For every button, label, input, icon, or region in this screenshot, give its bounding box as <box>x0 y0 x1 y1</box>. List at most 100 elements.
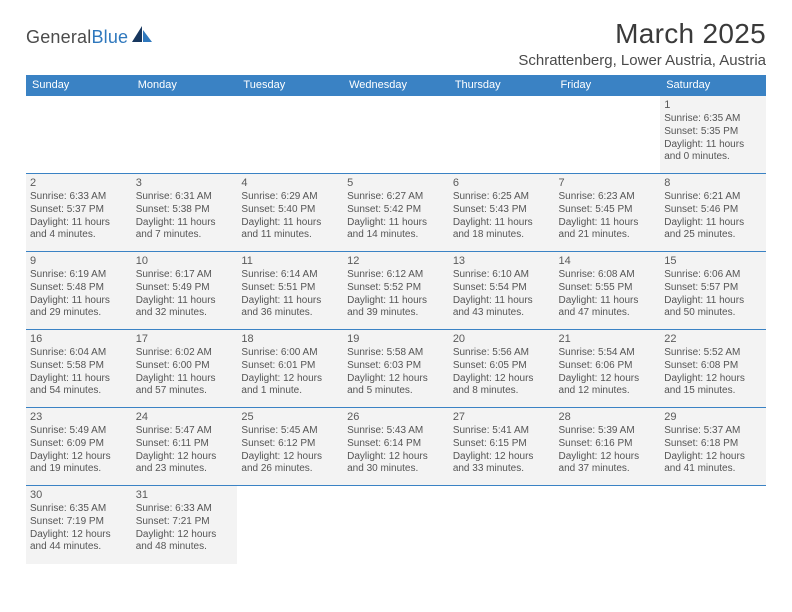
weekday-wednesday: Wednesday <box>343 75 449 96</box>
calendar-cell <box>449 96 555 174</box>
month-title: March 2025 <box>518 18 766 50</box>
day-number: 24 <box>136 410 234 424</box>
sunset-line: Sunset: 5:40 PM <box>241 204 339 217</box>
sunrise-line: Sunrise: 6:35 AM <box>664 113 762 126</box>
daylight-line: and 33 minutes. <box>453 463 551 476</box>
sunset-line: Sunset: 5:52 PM <box>347 282 445 295</box>
daylight-line: and 39 minutes. <box>347 307 445 320</box>
sunrise-line: Sunrise: 5:54 AM <box>559 347 657 360</box>
daylight-line: and 0 minutes. <box>664 151 762 164</box>
daylight-line: and 23 minutes. <box>136 463 234 476</box>
daylight-line: Daylight: 12 hours <box>347 373 445 386</box>
daylight-line: Daylight: 12 hours <box>664 373 762 386</box>
calendar-cell: 28Sunrise: 5:39 AMSunset: 6:16 PMDayligh… <box>555 408 661 486</box>
calendar-cell: 9Sunrise: 6:19 AMSunset: 5:48 PMDaylight… <box>26 252 132 330</box>
daylight-line: and 21 minutes. <box>559 229 657 242</box>
sunset-line: Sunset: 5:58 PM <box>30 360 128 373</box>
sunset-line: Sunset: 5:51 PM <box>241 282 339 295</box>
daylight-line: and 5 minutes. <box>347 385 445 398</box>
calendar-cell: 25Sunrise: 5:45 AMSunset: 6:12 PMDayligh… <box>237 408 343 486</box>
sunrise-line: Sunrise: 6:00 AM <box>241 347 339 360</box>
day-number: 4 <box>241 176 339 190</box>
day-number: 31 <box>136 488 234 502</box>
daylight-line: and 26 minutes. <box>241 463 339 476</box>
calendar-cell: 21Sunrise: 5:54 AMSunset: 6:06 PMDayligh… <box>555 330 661 408</box>
sunset-line: Sunset: 6:05 PM <box>453 360 551 373</box>
calendar-row: 30Sunrise: 6:35 AMSunset: 7:19 PMDayligh… <box>26 486 766 564</box>
calendar-row: 1Sunrise: 6:35 AMSunset: 5:35 PMDaylight… <box>26 96 766 174</box>
calendar-cell <box>132 96 238 174</box>
sunset-line: Sunset: 5:54 PM <box>453 282 551 295</box>
day-number: 2 <box>30 176 128 190</box>
day-number: 17 <box>136 332 234 346</box>
sunrise-line: Sunrise: 5:43 AM <box>347 425 445 438</box>
daylight-line: and 30 minutes. <box>347 463 445 476</box>
sunrise-line: Sunrise: 6:06 AM <box>664 269 762 282</box>
calendar-cell: 16Sunrise: 6:04 AMSunset: 5:58 PMDayligh… <box>26 330 132 408</box>
day-number: 12 <box>347 254 445 268</box>
daylight-line: Daylight: 12 hours <box>30 529 128 542</box>
calendar-cell: 8Sunrise: 6:21 AMSunset: 5:46 PMDaylight… <box>660 174 766 252</box>
daylight-line: Daylight: 12 hours <box>136 529 234 542</box>
calendar-cell: 1Sunrise: 6:35 AMSunset: 5:35 PMDaylight… <box>660 96 766 174</box>
daylight-line: Daylight: 11 hours <box>347 217 445 230</box>
header: GeneralBlue March 2025 Schrattenberg, Lo… <box>26 18 766 69</box>
calendar-cell: 3Sunrise: 6:31 AMSunset: 5:38 PMDaylight… <box>132 174 238 252</box>
sunset-line: Sunset: 5:45 PM <box>559 204 657 217</box>
calendar-cell: 24Sunrise: 5:47 AMSunset: 6:11 PMDayligh… <box>132 408 238 486</box>
sunset-line: Sunset: 5:43 PM <box>453 204 551 217</box>
calendar-cell <box>555 96 661 174</box>
daylight-line: Daylight: 11 hours <box>241 217 339 230</box>
sunset-line: Sunset: 6:14 PM <box>347 438 445 451</box>
daylight-line: and 25 minutes. <box>664 229 762 242</box>
day-number: 28 <box>559 410 657 424</box>
daylight-line: and 18 minutes. <box>453 229 551 242</box>
day-number: 8 <box>664 176 762 190</box>
daylight-line: and 44 minutes. <box>30 541 128 554</box>
day-number: 18 <box>241 332 339 346</box>
sunset-line: Sunset: 6:01 PM <box>241 360 339 373</box>
calendar-cell: 17Sunrise: 6:02 AMSunset: 6:00 PMDayligh… <box>132 330 238 408</box>
sunrise-line: Sunrise: 6:33 AM <box>30 191 128 204</box>
daylight-line: Daylight: 11 hours <box>664 295 762 308</box>
sunrise-line: Sunrise: 5:52 AM <box>664 347 762 360</box>
sunset-line: Sunset: 5:42 PM <box>347 204 445 217</box>
sunset-line: Sunset: 5:37 PM <box>30 204 128 217</box>
daylight-line: Daylight: 11 hours <box>559 295 657 308</box>
day-number: 29 <box>664 410 762 424</box>
daylight-line: and 36 minutes. <box>241 307 339 320</box>
sunrise-line: Sunrise: 5:49 AM <box>30 425 128 438</box>
daylight-line: Daylight: 11 hours <box>664 217 762 230</box>
sunset-line: Sunset: 5:57 PM <box>664 282 762 295</box>
sunrise-line: Sunrise: 6:08 AM <box>559 269 657 282</box>
daylight-line: and 19 minutes. <box>30 463 128 476</box>
sunrise-line: Sunrise: 6:35 AM <box>30 503 128 516</box>
weekday-friday: Friday <box>555 75 661 96</box>
sunset-line: Sunset: 7:19 PM <box>30 516 128 529</box>
weekday-thursday: Thursday <box>449 75 555 96</box>
weekday-header-row: Sunday Monday Tuesday Wednesday Thursday… <box>26 75 766 96</box>
daylight-line: Daylight: 11 hours <box>136 217 234 230</box>
daylight-line: and 14 minutes. <box>347 229 445 242</box>
daylight-line: Daylight: 12 hours <box>241 451 339 464</box>
sunset-line: Sunset: 6:16 PM <box>559 438 657 451</box>
daylight-line: and 1 minute. <box>241 385 339 398</box>
day-number: 13 <box>453 254 551 268</box>
calendar-cell <box>449 486 555 564</box>
logo-text-blue: Blue <box>91 27 128 48</box>
logo-text-general: General <box>26 27 91 48</box>
day-number: 19 <box>347 332 445 346</box>
day-number: 30 <box>30 488 128 502</box>
sunrise-line: Sunrise: 6:27 AM <box>347 191 445 204</box>
sunrise-line: Sunrise: 5:41 AM <box>453 425 551 438</box>
calendar-cell <box>343 486 449 564</box>
daylight-line: Daylight: 12 hours <box>453 451 551 464</box>
calendar-cell: 22Sunrise: 5:52 AMSunset: 6:08 PMDayligh… <box>660 330 766 408</box>
daylight-line: Daylight: 11 hours <box>136 295 234 308</box>
daylight-line: and 41 minutes. <box>664 463 762 476</box>
calendar-cell: 2Sunrise: 6:33 AMSunset: 5:37 PMDaylight… <box>26 174 132 252</box>
day-number: 6 <box>453 176 551 190</box>
daylight-line: and 54 minutes. <box>30 385 128 398</box>
calendar-cell: 13Sunrise: 6:10 AMSunset: 5:54 PMDayligh… <box>449 252 555 330</box>
sunrise-line: Sunrise: 5:56 AM <box>453 347 551 360</box>
